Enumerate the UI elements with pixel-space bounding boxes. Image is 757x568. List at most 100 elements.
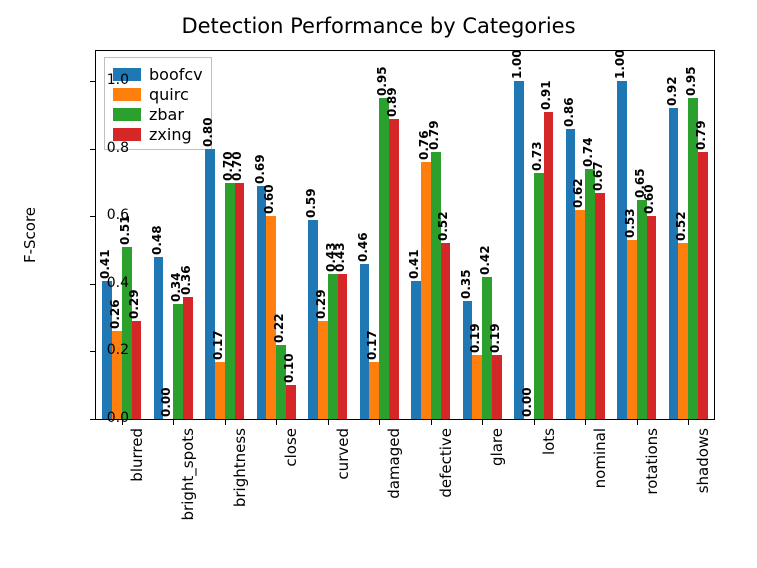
- bar-value-label: 0.69: [253, 154, 267, 184]
- bar-value-label: 0.89: [385, 87, 399, 117]
- xtick-mark: [431, 419, 432, 425]
- bar-quirc: [627, 240, 637, 419]
- bar-value-label: 0.41: [407, 249, 421, 279]
- bar-quirc: [575, 210, 585, 419]
- bar-value-label: 0.35: [459, 269, 473, 299]
- bar-value-label: 0.36: [179, 266, 193, 296]
- bar-quirc: [678, 243, 688, 419]
- legend-swatch: [113, 108, 141, 121]
- xtick-label: curved: [334, 376, 352, 428]
- bar-value-label: 0.26: [108, 300, 122, 330]
- ytick-label: 0.8: [107, 140, 129, 156]
- bar-value-label: 0.17: [211, 330, 225, 360]
- ytick-mark: [90, 284, 96, 285]
- bar-value-label: 0.19: [488, 323, 502, 353]
- bar-value-label: 0.60: [642, 185, 656, 215]
- legend-item-zbar: zbar: [113, 105, 203, 124]
- ytick-mark: [90, 351, 96, 352]
- bar-quirc: [215, 362, 225, 419]
- bar-boofcv: [617, 81, 627, 419]
- xtick-label: damaged: [385, 357, 403, 428]
- bar-boofcv: [669, 108, 679, 419]
- xtick-label: bright_spots: [179, 336, 197, 428]
- bar-boofcv: [411, 281, 421, 419]
- bar-value-label: 1.00: [613, 50, 627, 80]
- legend-label: quirc: [149, 85, 189, 104]
- ytick-mark: [90, 81, 96, 82]
- bar-quirc: [421, 162, 431, 419]
- xtick-label: brightness: [231, 349, 249, 428]
- bar-value-label: 0.62: [571, 178, 585, 208]
- bar-boofcv: [308, 220, 318, 419]
- bar-quirc: [472, 355, 482, 419]
- xtick-mark: [328, 419, 329, 425]
- y-axis-label: F-Score: [21, 207, 39, 263]
- xtick-mark: [585, 419, 586, 425]
- bar-value-label: 0.95: [684, 67, 698, 97]
- bar-boofcv: [205, 149, 215, 419]
- xtick-label: nominal: [591, 368, 609, 428]
- bar-value-label: 0.52: [674, 212, 688, 242]
- ytick-label: 0.6: [107, 207, 129, 223]
- xtick-mark: [534, 419, 535, 425]
- bar-value-label: 0.53: [623, 208, 637, 238]
- bar-value-label: 0.79: [694, 121, 708, 151]
- bar-value-label: 0.79: [427, 121, 441, 151]
- bar-boofcv: [566, 129, 576, 419]
- bar-zxing: [544, 112, 554, 419]
- legend: boofcvquirczbarzxing: [104, 57, 212, 150]
- ytick-label: 0.2: [107, 342, 129, 358]
- ytick-mark: [90, 149, 96, 150]
- bar-value-label: 0.22: [272, 313, 286, 343]
- bar-value-label: 0.10: [282, 354, 296, 384]
- xtick-label: shadows: [694, 363, 712, 428]
- bar-value-label: 0.42: [478, 246, 492, 276]
- bar-value-label: 0.00: [159, 387, 173, 417]
- ytick-mark: [90, 419, 96, 420]
- chart-container: Detection Performance by Categories F-Sc…: [0, 0, 757, 568]
- legend-label: boofcv: [149, 65, 203, 84]
- bar-value-label: 0.52: [436, 212, 450, 242]
- xtick-label: defective: [437, 358, 455, 428]
- xtick-mark: [688, 419, 689, 425]
- xtick-label: close: [282, 389, 300, 428]
- bar-value-label: 0.86: [562, 97, 576, 127]
- bar-quirc: [318, 321, 328, 419]
- bar-boofcv: [257, 186, 267, 419]
- xtick-mark: [173, 419, 174, 425]
- bar-value-label: 0.19: [468, 323, 482, 353]
- bar-boofcv: [463, 301, 473, 419]
- bar-value-label: 0.29: [127, 289, 141, 319]
- bar-boofcv: [514, 81, 524, 419]
- xtick-mark: [482, 419, 483, 425]
- xtick-mark: [225, 419, 226, 425]
- xtick-label: glare: [488, 390, 506, 428]
- xtick-label: blurred: [128, 374, 146, 428]
- bar-value-label: 0.46: [356, 232, 370, 262]
- bar-value-label: 0.29: [314, 289, 328, 319]
- ytick-mark: [90, 216, 96, 217]
- ytick-label: 0.0: [107, 410, 129, 426]
- xtick-label: rotations: [643, 361, 661, 428]
- bar-quirc: [369, 362, 379, 419]
- bar-value-label: 0.48: [150, 225, 164, 255]
- bar-value-label: 0.60: [262, 185, 276, 215]
- bar-value-label: 0.67: [591, 161, 605, 191]
- legend-label: zxing: [149, 125, 192, 144]
- legend-label: zbar: [149, 105, 184, 124]
- xtick-label: lots: [540, 401, 558, 428]
- xtick-mark: [637, 419, 638, 425]
- bar-value-label: 0.80: [201, 117, 215, 147]
- bar-value-label: 0.17: [365, 330, 379, 360]
- bar-value-label: 0.73: [530, 141, 544, 171]
- legend-swatch: [113, 88, 141, 101]
- bar-value-label: 0.70: [230, 151, 244, 181]
- chart-title: Detection Performance by Categories: [0, 14, 757, 38]
- bar-value-label: 0.00: [520, 387, 534, 417]
- ytick-label: 0.4: [107, 275, 129, 291]
- bar-value-label: 0.92: [665, 77, 679, 107]
- bar-value-label: 0.59: [304, 188, 318, 218]
- bar-value-label: 0.43: [333, 242, 347, 272]
- bar-value-label: 1.00: [510, 50, 524, 80]
- bar-value-label: 0.91: [539, 80, 553, 110]
